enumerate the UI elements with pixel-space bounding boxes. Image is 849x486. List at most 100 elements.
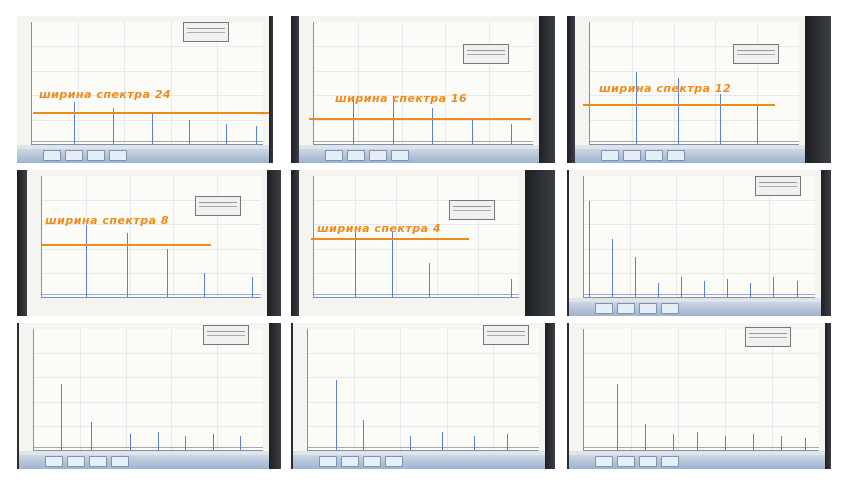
legend-window bbox=[463, 44, 509, 64]
spectrum-line bbox=[152, 114, 154, 144]
spectrum-line bbox=[781, 436, 783, 450]
spectrum-line bbox=[353, 100, 355, 144]
legend-window bbox=[755, 176, 801, 196]
spectrum-line bbox=[796, 281, 798, 297]
taskbar bbox=[299, 149, 539, 163]
taskbar bbox=[19, 455, 269, 469]
photo-5: ширина спектра 4 bbox=[291, 170, 555, 316]
annotation-line bbox=[583, 104, 775, 106]
legend-window bbox=[745, 327, 791, 347]
legend-window bbox=[733, 44, 779, 64]
spectrum-line bbox=[355, 227, 356, 297]
annotation-caption: ширина спектра 24 bbox=[39, 88, 172, 101]
spectrum-line bbox=[757, 106, 759, 144]
spectrum-line bbox=[130, 434, 132, 450]
photo-2: ширина спектра 16 bbox=[291, 16, 555, 163]
spectrum-line bbox=[645, 424, 647, 450]
spectrum-line bbox=[212, 434, 214, 450]
spectrum-plot bbox=[583, 176, 815, 298]
spectrum-line bbox=[226, 124, 228, 144]
monitor-screen bbox=[299, 16, 539, 163]
legend-window bbox=[483, 325, 529, 345]
monitor-screen bbox=[293, 323, 545, 469]
annotation-caption: ширина спектра 8 bbox=[45, 214, 170, 227]
spectrum-line bbox=[681, 277, 683, 297]
monitor-screen bbox=[569, 170, 821, 316]
legend-window bbox=[203, 325, 249, 345]
annotation-line bbox=[33, 112, 269, 114]
spectrum-line bbox=[240, 436, 242, 450]
monitor-screen bbox=[17, 16, 269, 163]
annotation-line bbox=[41, 244, 211, 246]
spectrum-line bbox=[189, 120, 191, 144]
spectrum-line bbox=[127, 233, 129, 297]
spectrum-line bbox=[392, 96, 394, 144]
monitor-screen bbox=[569, 323, 825, 469]
monitor-screen bbox=[27, 170, 267, 316]
spectrum-line bbox=[704, 281, 706, 297]
spectrum-plot bbox=[31, 22, 263, 145]
annotation-caption: ширина спектра 4 bbox=[317, 222, 442, 235]
taskbar bbox=[569, 302, 821, 316]
spectrum-line bbox=[409, 436, 411, 450]
photo-7 bbox=[17, 323, 281, 469]
spectrum-line bbox=[474, 436, 476, 450]
photo-4: ширина спектра 8 bbox=[17, 170, 281, 316]
monitor-screen bbox=[575, 16, 805, 163]
annotation-line bbox=[309, 118, 531, 120]
spectrum-line bbox=[804, 438, 806, 450]
legend-window bbox=[449, 200, 495, 220]
spectrum-line bbox=[506, 434, 508, 450]
spectrum-line bbox=[252, 277, 254, 297]
spectrum-line bbox=[753, 434, 755, 450]
spectrum-plot bbox=[313, 22, 533, 145]
spectrum-line bbox=[61, 384, 63, 450]
spectrum-line bbox=[73, 102, 75, 144]
spectrum-line bbox=[511, 124, 513, 144]
photo-6 bbox=[567, 170, 831, 316]
spectrum-line bbox=[510, 279, 512, 297]
spectrum-line bbox=[166, 249, 168, 297]
spectrum-line bbox=[256, 126, 258, 144]
spectrum-line bbox=[635, 72, 637, 144]
photo-1: ширина спектра 24 bbox=[17, 16, 273, 163]
spectrum-line bbox=[363, 420, 365, 450]
spectrum-plot bbox=[589, 22, 799, 145]
spectrum-line bbox=[727, 279, 729, 297]
taskbar bbox=[569, 455, 825, 469]
spectrum-line bbox=[611, 239, 613, 297]
spectrum-line bbox=[157, 432, 159, 450]
spectrum-line bbox=[185, 436, 187, 450]
spectrum-line bbox=[657, 283, 659, 297]
spectrum-line bbox=[441, 432, 443, 450]
spectrum-line bbox=[725, 436, 726, 450]
spectrum-line bbox=[696, 432, 698, 450]
spectrum-plot bbox=[583, 329, 819, 451]
spectrum-plot bbox=[41, 176, 261, 298]
photo-9 bbox=[567, 323, 831, 469]
annotation-caption: ширина спектра 16 bbox=[335, 92, 468, 105]
spectrum-line bbox=[335, 380, 337, 450]
spectrum-line bbox=[673, 434, 675, 450]
spectrum-line bbox=[432, 108, 434, 144]
photo-8 bbox=[291, 323, 555, 469]
spectrum-line bbox=[91, 422, 93, 450]
spectrum-plot bbox=[307, 329, 539, 451]
spectrum-line bbox=[112, 108, 114, 144]
taskbar bbox=[293, 455, 545, 469]
spectrum-plot bbox=[33, 329, 263, 451]
spectrum-plot bbox=[313, 176, 519, 298]
annotation-line bbox=[311, 238, 469, 240]
taskbar bbox=[575, 149, 805, 163]
spectrum-line bbox=[428, 263, 430, 297]
spectrum-line bbox=[677, 78, 679, 144]
annotation-caption: ширина спектра 12 bbox=[599, 82, 732, 95]
spectrum-line bbox=[616, 384, 618, 450]
spectrum-line bbox=[773, 277, 775, 297]
spectrum-line bbox=[85, 225, 87, 297]
spectrum-line bbox=[204, 273, 206, 297]
taskbar bbox=[17, 149, 269, 163]
spectrum-line bbox=[588, 201, 590, 297]
monitor-screen bbox=[299, 170, 525, 316]
spectrum-line bbox=[471, 118, 473, 144]
